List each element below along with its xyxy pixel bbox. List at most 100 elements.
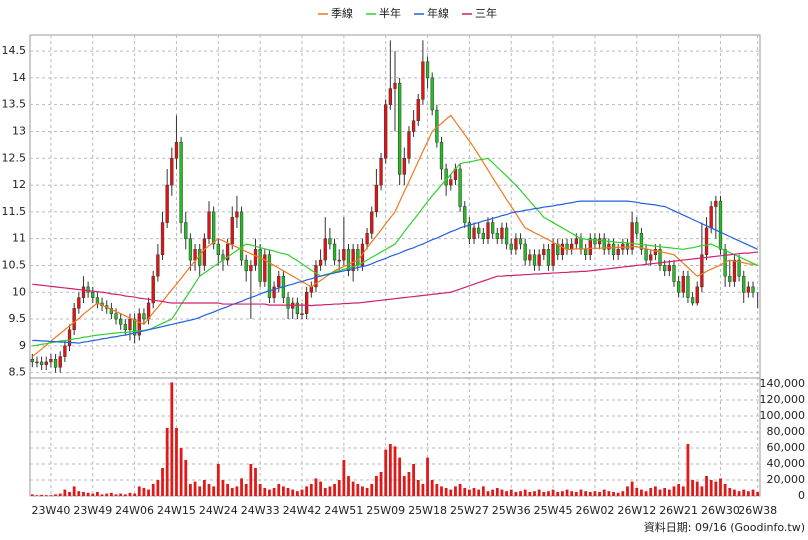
candle-body (597, 238, 602, 245)
volume-bar (137, 486, 141, 496)
y2-tick-label: 0 (798, 489, 805, 502)
candle-body (184, 222, 188, 239)
candle-body (481, 233, 485, 239)
candle-body (63, 345, 67, 357)
candle-body (672, 265, 676, 282)
candle-body (728, 275, 732, 282)
volume-bar (444, 488, 448, 496)
candle-body (490, 222, 495, 234)
volume-bar (263, 488, 267, 496)
volume-bar (254, 468, 257, 496)
volume-bar (202, 480, 206, 496)
volume-bar (560, 491, 564, 496)
volume-bar (142, 488, 146, 496)
candle-body (676, 281, 681, 293)
volume-bar (277, 484, 281, 496)
x-tick-label: 24W15 (157, 504, 196, 517)
volume-bar (398, 457, 402, 496)
candle-body (91, 292, 95, 298)
volume-bar (672, 486, 676, 496)
volume-bar (746, 491, 750, 496)
candle-body (560, 243, 565, 255)
candle-body (337, 259, 341, 262)
volume-bar (356, 484, 360, 496)
candle-body (667, 265, 671, 272)
y2-tick-label: 20,000 (767, 473, 806, 486)
volume-bar (426, 457, 429, 496)
candle-body (384, 104, 388, 159)
candle-body (379, 158, 383, 186)
volume-bar (170, 382, 174, 496)
volume-bar (579, 489, 583, 496)
volume-bar (291, 489, 295, 496)
candle-body (137, 313, 141, 336)
candle-body (35, 361, 39, 364)
volume-bar (421, 484, 425, 496)
volume-bar (212, 486, 216, 496)
y-tick-label: 14.5 (2, 44, 27, 57)
x-tick-label: 26W12 (617, 504, 656, 517)
candle-body (616, 249, 620, 255)
candle-body (239, 211, 244, 261)
volume-bar (621, 491, 625, 496)
volume-bar (249, 464, 253, 496)
candle-body (72, 308, 76, 331)
candle-body (286, 297, 290, 309)
volume-bar (258, 484, 262, 496)
y2-tick-label: 140,000 (760, 377, 806, 390)
volume-bar (49, 495, 53, 496)
x-tick-label: 24W33 (241, 504, 280, 517)
volume-bar (72, 486, 76, 496)
y2-tick-label: 60,000 (767, 441, 806, 454)
volume-bar (472, 488, 476, 496)
volume-bar (147, 489, 150, 496)
candle-body (398, 82, 402, 175)
volume-bar (361, 486, 364, 496)
volume-bar (514, 492, 518, 496)
volume-bar (612, 492, 615, 496)
candle-body (583, 249, 588, 255)
volume-bar (286, 488, 290, 496)
candle-body (179, 141, 183, 223)
x-tick-label: 25W45 (534, 504, 573, 517)
volume-bar (82, 492, 85, 496)
candle-body (504, 227, 509, 245)
volume-bar (328, 486, 332, 496)
candle-body (309, 286, 313, 293)
candle-body (593, 238, 597, 245)
candle-body (737, 259, 741, 277)
candle-body (402, 158, 406, 175)
candle-body (365, 233, 369, 245)
candle-body (700, 254, 704, 288)
candle-body (518, 238, 523, 245)
candle-body (53, 358, 58, 368)
volume-bar (691, 480, 694, 496)
candle-body (119, 318, 123, 325)
y-tick-label: 13.5 (2, 98, 27, 111)
candle-body (267, 254, 272, 298)
volume-bar (30, 494, 34, 496)
x-tick-label: 25W27 (450, 504, 489, 517)
volume-bar (86, 492, 90, 496)
volume-bar (602, 489, 606, 496)
y-tick-label: 8.5 (9, 366, 27, 379)
y-tick-label: 11.5 (2, 205, 27, 218)
volume-bar (323, 488, 327, 496)
candle-body (67, 329, 72, 347)
volume-bar (189, 484, 192, 496)
volume-bar (528, 492, 532, 496)
y-tick-label: 9.5 (9, 312, 27, 325)
candle-body (244, 259, 248, 272)
candle-body (690, 297, 695, 304)
volume-bar (486, 491, 490, 496)
candle-body (574, 238, 578, 245)
volume-bar (491, 489, 495, 496)
candle-body (732, 259, 737, 282)
candle-body (253, 249, 258, 266)
x-tick-label: 24W06 (115, 504, 154, 517)
candle-body (351, 249, 355, 272)
candle-body (277, 275, 281, 288)
volume-bar (449, 489, 453, 496)
volume-bar (347, 476, 350, 496)
candle-body (342, 249, 346, 261)
